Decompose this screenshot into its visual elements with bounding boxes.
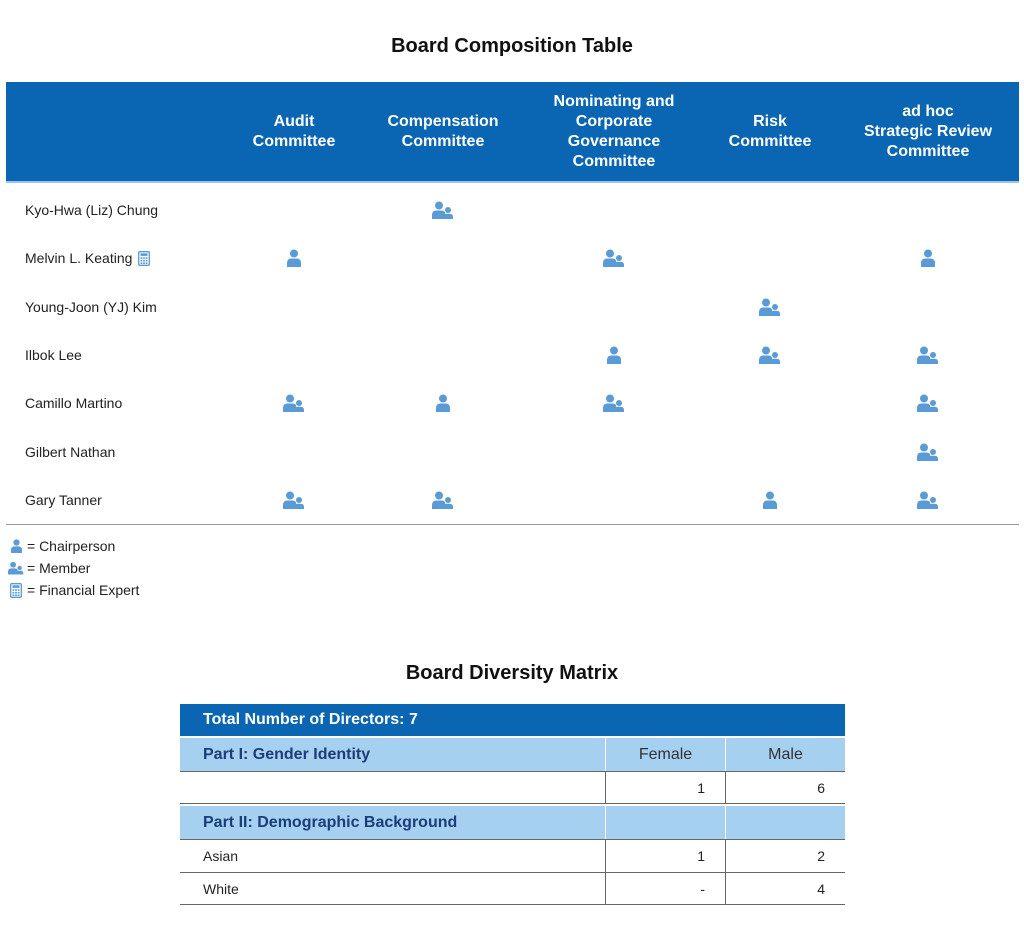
male-value: 2 [725, 840, 845, 872]
total-directors: Total Number of Directors: 7 [180, 704, 845, 736]
director-name-text: Young-Joon (YJ) Kim [25, 298, 157, 315]
member-icon [274, 476, 314, 524]
director-name-text: Kyo-Hwa (Liz) Chung [25, 202, 159, 218]
chairperson-icon [274, 234, 314, 282]
female-value: 1 [605, 840, 725, 872]
female-value: - [605, 873, 725, 904]
part2-label: Part II: Demographic Background [203, 813, 458, 831]
row-label [180, 772, 605, 803]
female-header: Female [605, 738, 725, 771]
row-label: Asian [203, 848, 239, 864]
director-name-text: Gilbert Nathan [25, 443, 116, 460]
part2-col1 [605, 806, 725, 839]
director-name: Gary Tanner [25, 476, 102, 524]
director-name: Gilbert Nathan [25, 428, 115, 476]
row-label: White [203, 880, 239, 897]
chairperson-icon [423, 379, 463, 427]
part1-label: Part I: Gender Identity [203, 745, 371, 763]
member-icon [750, 331, 790, 379]
part2-col2 [725, 806, 845, 839]
header-adhoc: ad hoc Strategic Review Committee [863, 103, 993, 160]
table-row: Young-Joon (YJ) Kim [6, 283, 1019, 331]
member-icon [908, 331, 948, 379]
diversity-title: Board Diversity Matrix [405, 662, 619, 684]
table-row: Kyo-Hwa (Liz) Chung [6, 186, 1019, 234]
member-icon [750, 283, 790, 331]
header-risk: Risk Committee [728, 113, 812, 150]
header-audit: Audit Committee [252, 113, 336, 150]
table-row: Ilbok Lee [6, 331, 1019, 379]
chairperson-icon [8, 539, 24, 553]
chairperson-icon [594, 331, 634, 379]
diversity-matrix: Total Number of Directors: 7 Part I: Gen… [180, 704, 845, 905]
table-row: Melvin L. Keating [6, 234, 1019, 282]
member-icon [423, 186, 463, 234]
table-row: Gary Tanner [6, 476, 1019, 524]
table-row: Camillo Martino [6, 379, 1019, 427]
composition-header: Audit Committee Compensation Committee Nomin… [6, 82, 1019, 183]
legend-label: = Financial Expert [27, 582, 140, 598]
composition-bottom-rule [6, 524, 1019, 525]
director-name-text: Camillo Martino [25, 395, 123, 412]
director-name: Camillo Martino [25, 379, 122, 427]
member-icon [274, 379, 314, 427]
male-value: 6 [725, 772, 845, 803]
member-icon [423, 476, 463, 524]
male-value: 4 [725, 873, 845, 904]
table-row: Asian 1 2 [180, 839, 845, 872]
director-name-text: Ilbok Lee [25, 346, 82, 363]
legend-label: = Member [27, 560, 91, 576]
table-row: White -4 [180, 872, 845, 905]
legend-item: = Financial Expert [8, 579, 139, 601]
header-nominating: Nominating and Corporate Governance Committ… [553, 93, 675, 170]
member-icon [908, 476, 948, 524]
director-name: Melvin L. Keating [25, 234, 151, 282]
calculator-icon [138, 250, 151, 266]
part2-header-row: Part II: Demographic Background [180, 804, 845, 839]
member-icon [908, 379, 948, 427]
header-compensation: Compensation Committee [387, 113, 499, 150]
director-name: Ilbok Lee [25, 331, 82, 379]
legend-label: = Chairperson [27, 538, 116, 554]
composition-title: Board Composition Table [391, 35, 633, 57]
director-name-text: Melvin L. Keating [25, 250, 133, 267]
member-icon [908, 428, 948, 476]
legend-item: = Member [8, 557, 139, 579]
calculator-icon [8, 582, 24, 598]
female-value: 1 [605, 772, 725, 803]
chairperson-icon [908, 234, 948, 282]
director-name: Young-Joon (YJ) Kim [25, 283, 157, 331]
male-header: Male [725, 738, 845, 771]
legend-item: = Chairperson [8, 535, 139, 557]
chairperson-icon [750, 476, 790, 524]
member-icon [594, 234, 634, 282]
table-row: Gilbert Nathan [6, 428, 1019, 476]
member-icon [8, 561, 24, 575]
director-name: Kyo-Hwa (Liz) Chung [25, 186, 158, 234]
part1-header-row: Part I: Gender Identity Female Male [180, 736, 845, 771]
director-name-text: Gary Tanner [25, 491, 102, 508]
legend: = Chairperson = Member = Financial Expert [8, 535, 139, 601]
member-icon [594, 379, 634, 427]
